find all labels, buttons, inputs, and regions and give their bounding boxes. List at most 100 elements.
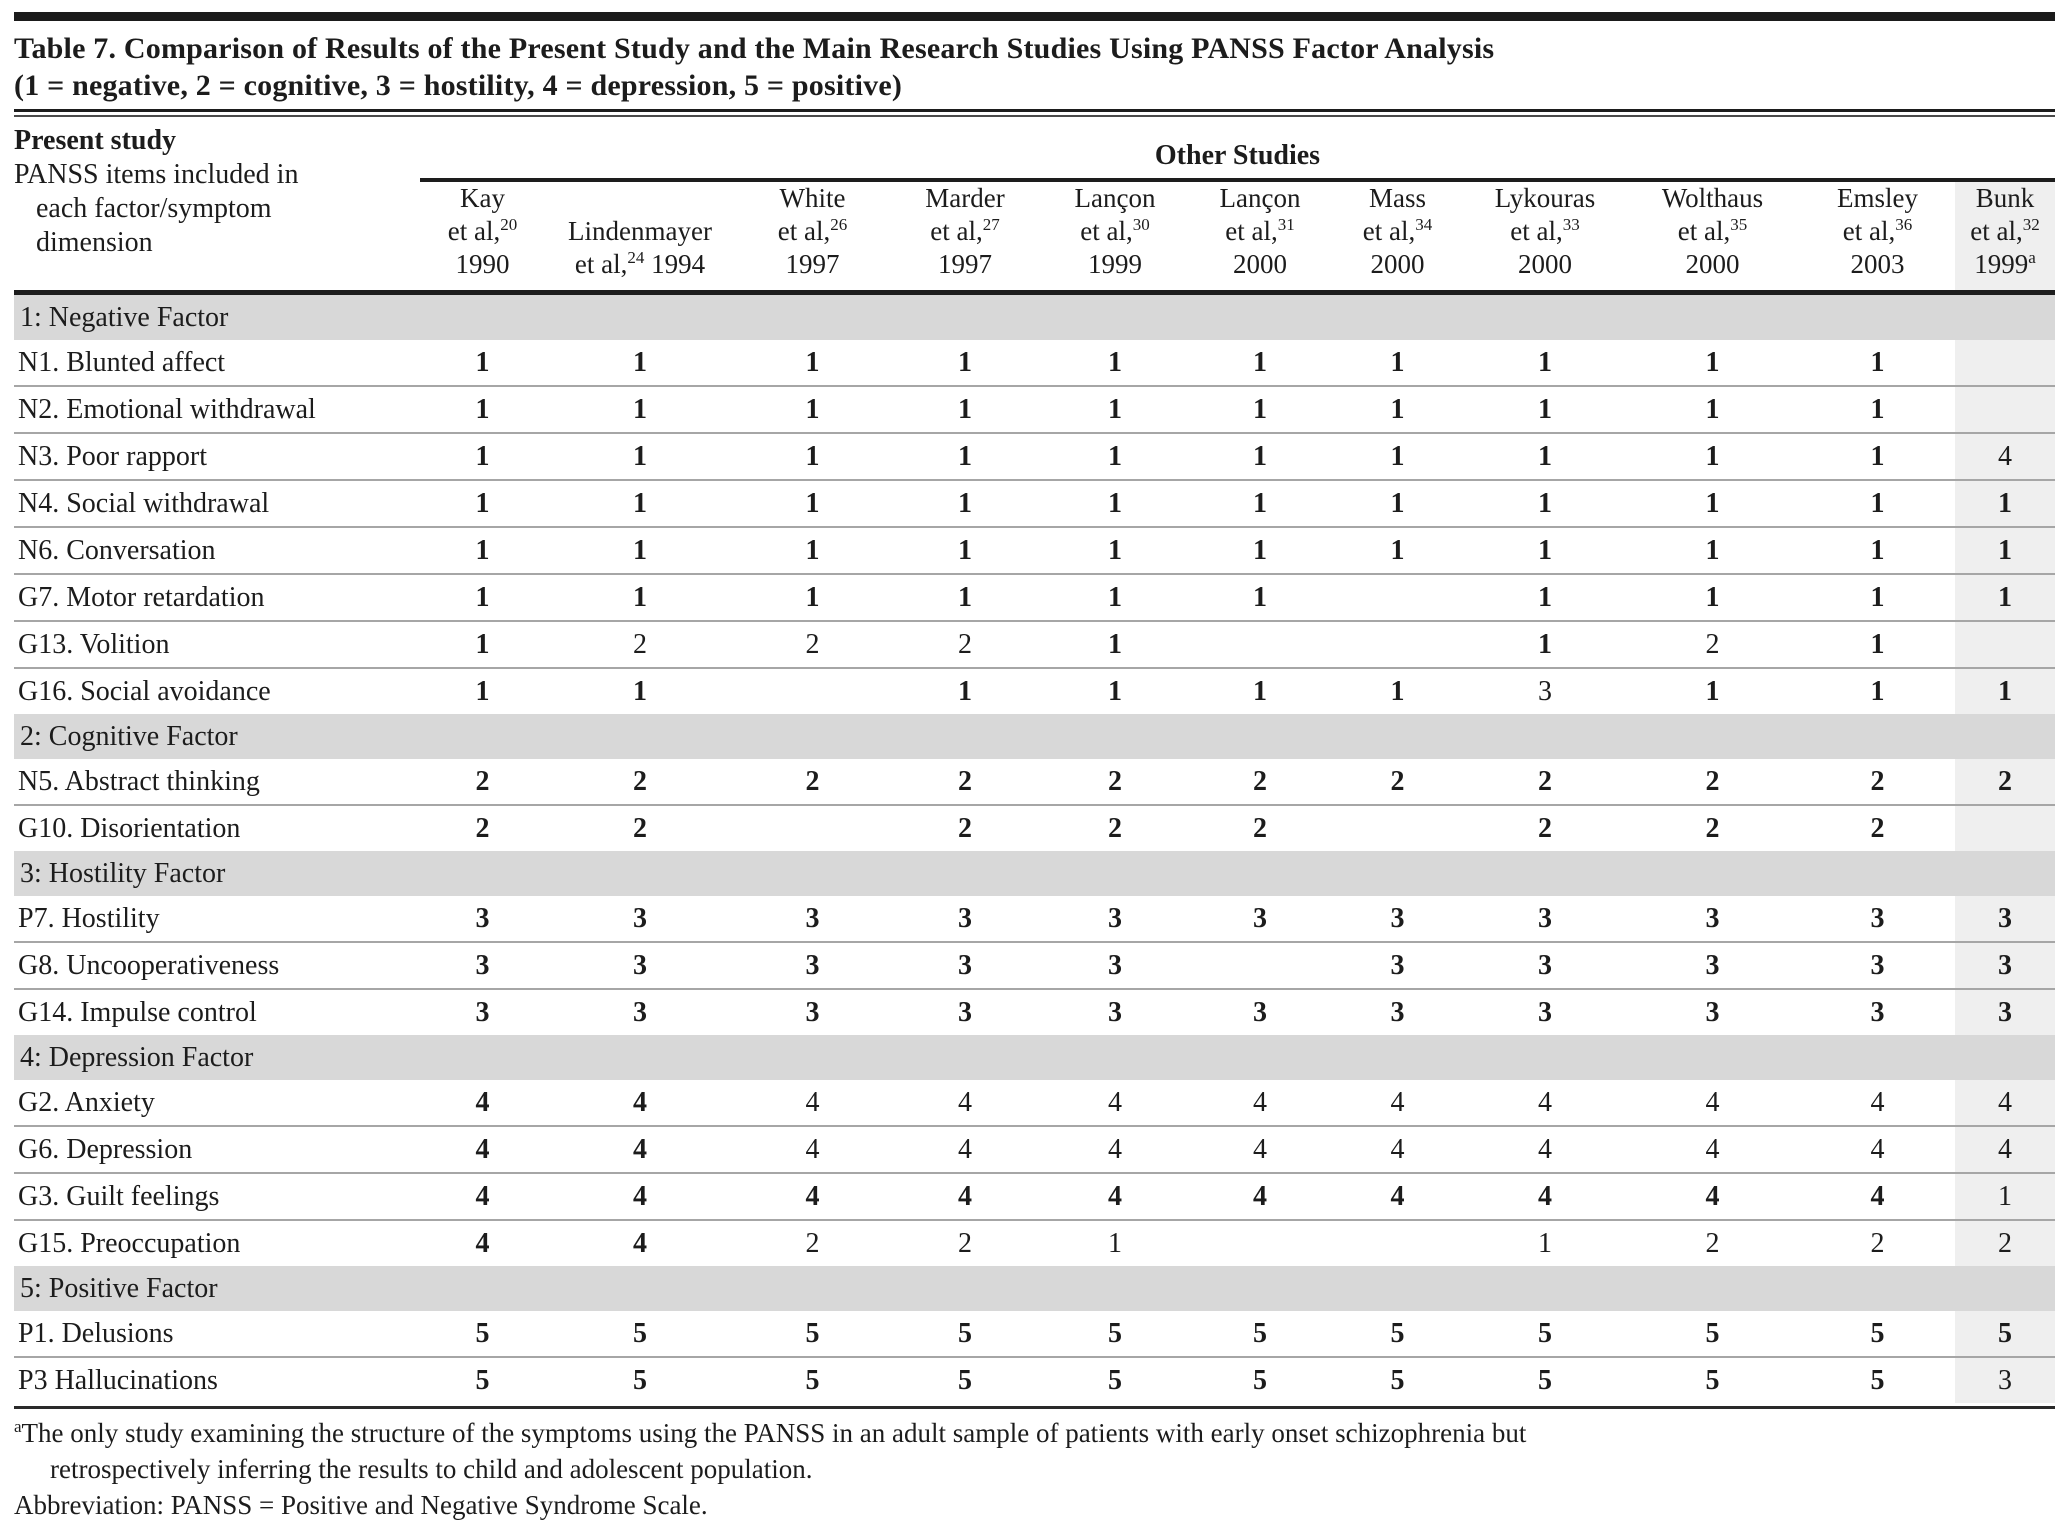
cell-kay-1990: 1 <box>420 620 545 668</box>
study-year: 2000 <box>1685 249 1740 279</box>
cell-mass-2000: 1 <box>1330 526 1465 574</box>
cell-marder-1997: 5 <box>890 1356 1040 1403</box>
cell-bunk-1999 <box>1955 620 2055 668</box>
cell-marder-1997: 1 <box>890 432 1040 480</box>
column-header-white-1997: White et al,26 1997 <box>735 180 890 295</box>
cell-wolthaus-2000: 1 <box>1625 432 1800 480</box>
cell-lancon-1999: 3 <box>1040 988 1190 1035</box>
study-citation: et al,24 1994 <box>574 248 706 279</box>
cell-lykouras-2000: 1 <box>1465 479 1625 527</box>
cell-wolthaus-2000: 1 <box>1625 479 1800 527</box>
panss-comparison-table: Present study PANSS items included in ea… <box>14 124 2055 1403</box>
cell-lindenmayer-1994: 4 <box>545 1172 735 1220</box>
cell-emsley-2003: 3 <box>1800 988 1955 1035</box>
cell-lindenmayer-1994: 1 <box>633 346 647 378</box>
cell-wolthaus-2000: 1 <box>1625 526 1800 574</box>
table-row-g16-social-avoidance: G16. Social avoidance 1 1 1 1 1 1 3 1 1 1 <box>14 667 2055 714</box>
cell-lindenmayer-1994: 1 <box>545 479 735 527</box>
table-row-n3-poor-rapport: N3. Poor rapport 1 1 1 1 1 1 1 1 1 1 4 <box>14 432 2055 480</box>
cell-mass-2000: 5 <box>1390 1317 1405 1349</box>
row-label: P1. Delusions <box>18 1317 174 1349</box>
cell-marder-1997: 1 <box>958 346 972 378</box>
study-name: Lykouras <box>1494 183 1596 213</box>
footnote-a: aThe only study examining the structure … <box>14 1415 2055 1451</box>
reference-superscript: 31 <box>1277 215 1295 234</box>
study-name: Bunk <box>1975 183 2035 213</box>
table-row-g13-volition: G13. Volition 1 2 2 2 1 1 2 1 <box>14 620 2055 668</box>
table-row-g10-disorientation: G10. Disorientation 2 2 2 2 2 2 2 2 <box>14 804 2055 851</box>
study-citation: et al,33 <box>1510 215 1580 246</box>
table-row-g15-preoccupation: G15. Preoccupation 4 4 2 2 1 1 2 2 2 <box>14 1219 2055 1266</box>
stub-line-1: PANSS items included in <box>14 159 299 190</box>
cell-bunk-1999: 1 <box>1955 479 2055 527</box>
title-rule-thick <box>14 109 2055 112</box>
cell-white-1997: 4 <box>805 1086 820 1118</box>
footnote-marker: a <box>2028 248 2036 267</box>
cell-lykouras-2000: 3 <box>1465 667 1625 714</box>
row-label: G8. Uncooperativeness <box>14 941 420 989</box>
study-year: 2000 <box>1370 249 1425 279</box>
cell-wolthaus-2000: 1 <box>1705 346 1720 378</box>
cell-lancon-2000 <box>1190 620 1330 668</box>
row-label: N2. Emotional withdrawal <box>14 385 420 433</box>
cell-bunk-1999 <box>1955 340 2055 386</box>
cell-lykouras-2000: 5 <box>1538 1317 1552 1349</box>
study-citation: et al,20 <box>447 215 518 246</box>
cell-mass-2000: 4 <box>1330 1125 1465 1173</box>
table-row-g14-impulse-control: G14. Impulse control 3 3 3 3 3 3 3 3 3 3 3 <box>14 988 2055 1035</box>
cell-emsley-2003: 5 <box>1800 1356 1955 1403</box>
cell-white-1997: 4 <box>735 1125 890 1173</box>
row-label: G6. Depression <box>14 1125 420 1173</box>
column-header-lykouras-2000: Lykouras et al,33 2000 <box>1465 180 1625 295</box>
cell-lykouras-2000: 4 <box>1538 1086 1552 1118</box>
cell-lancon-1999: 3 <box>1108 902 1122 934</box>
footnote-a-text: The only study examining the structure o… <box>21 1418 1527 1448</box>
cell-marder-1997: 2 <box>958 765 972 797</box>
cell-kay-1990: 4 <box>420 1125 545 1173</box>
cell-white-1997: 1 <box>805 346 820 378</box>
cell-lancon-2000: 4 <box>1190 1172 1330 1220</box>
cell-bunk-1999: 1 <box>1955 573 2055 621</box>
cell-lancon-1999: 1 <box>1040 479 1190 527</box>
cell-emsley-2003: 1 <box>1800 479 1955 527</box>
table-row-g7-motor-retardation: G7. Motor retardation 1 1 1 1 1 1 1 1 1 1 <box>14 573 2055 621</box>
cell-bunk-1999: 2 <box>1955 1219 2055 1266</box>
study-name: Mass <box>1368 183 1426 213</box>
cell-white-1997: 1 <box>735 432 890 480</box>
footnotes: aThe only study examining the structure … <box>14 1415 2055 1523</box>
cell-white-1997: 2 <box>805 765 820 797</box>
cell-emsley-2003: 4 <box>1800 1172 1955 1220</box>
other-studies-header: Other Studies <box>420 124 2055 182</box>
cell-lancon-2000: 1 <box>1190 432 1330 480</box>
study-name: Emsley <box>1837 183 1918 213</box>
study-citation: et al,27 <box>930 215 1000 246</box>
section-header-1-negative-factor: 1: Negative Factor <box>14 292 2055 340</box>
cell-lindenmayer-1994: 1 <box>545 385 735 433</box>
cell-lancon-1999: 4 <box>1108 1086 1122 1118</box>
cell-marder-1997: 3 <box>958 902 972 934</box>
cell-lykouras-2000: 1 <box>1465 385 1625 433</box>
cell-kay-1990: 2 <box>475 765 490 797</box>
cell-emsley-2003: 1 <box>1800 620 1955 668</box>
cell-lindenmayer-1994: 2 <box>633 765 647 797</box>
cell-marder-1997: 2 <box>890 620 1040 668</box>
footnote-a-continued: retrospectively inferring the results to… <box>50 1454 813 1484</box>
footnote-rule <box>14 1406 2055 1409</box>
cell-marder-1997: 4 <box>958 1086 972 1118</box>
cell-wolthaus-2000: 4 <box>1625 1125 1800 1173</box>
cell-lancon-1999: 1 <box>1040 667 1190 714</box>
section-label: 5: Positive Factor <box>14 1266 2055 1311</box>
reference-superscript: 33 <box>1562 215 1580 234</box>
column-header-bunk-1999: Bunk et al,32 1999a <box>1955 180 2055 295</box>
cell-mass-2000: 1 <box>1390 346 1405 378</box>
cell-mass-2000: 5 <box>1330 1356 1465 1403</box>
row-label: G10. Disorientation <box>14 804 420 851</box>
cell-white-1997 <box>735 804 890 851</box>
section-label: 1: Negative Factor <box>14 292 2055 340</box>
study-name: Lançon <box>1219 183 1301 213</box>
column-header-mass-2000: Mass et al,34 2000 <box>1330 180 1465 295</box>
cell-marder-1997: 3 <box>890 941 1040 989</box>
table-row-g2-anxiety: G2. Anxiety 4 4 4 4 4 4 4 4 4 4 4 <box>14 1080 2055 1126</box>
study-citation: et al,30 <box>1080 215 1150 246</box>
cell-lykouras-2000: 5 <box>1465 1356 1625 1403</box>
